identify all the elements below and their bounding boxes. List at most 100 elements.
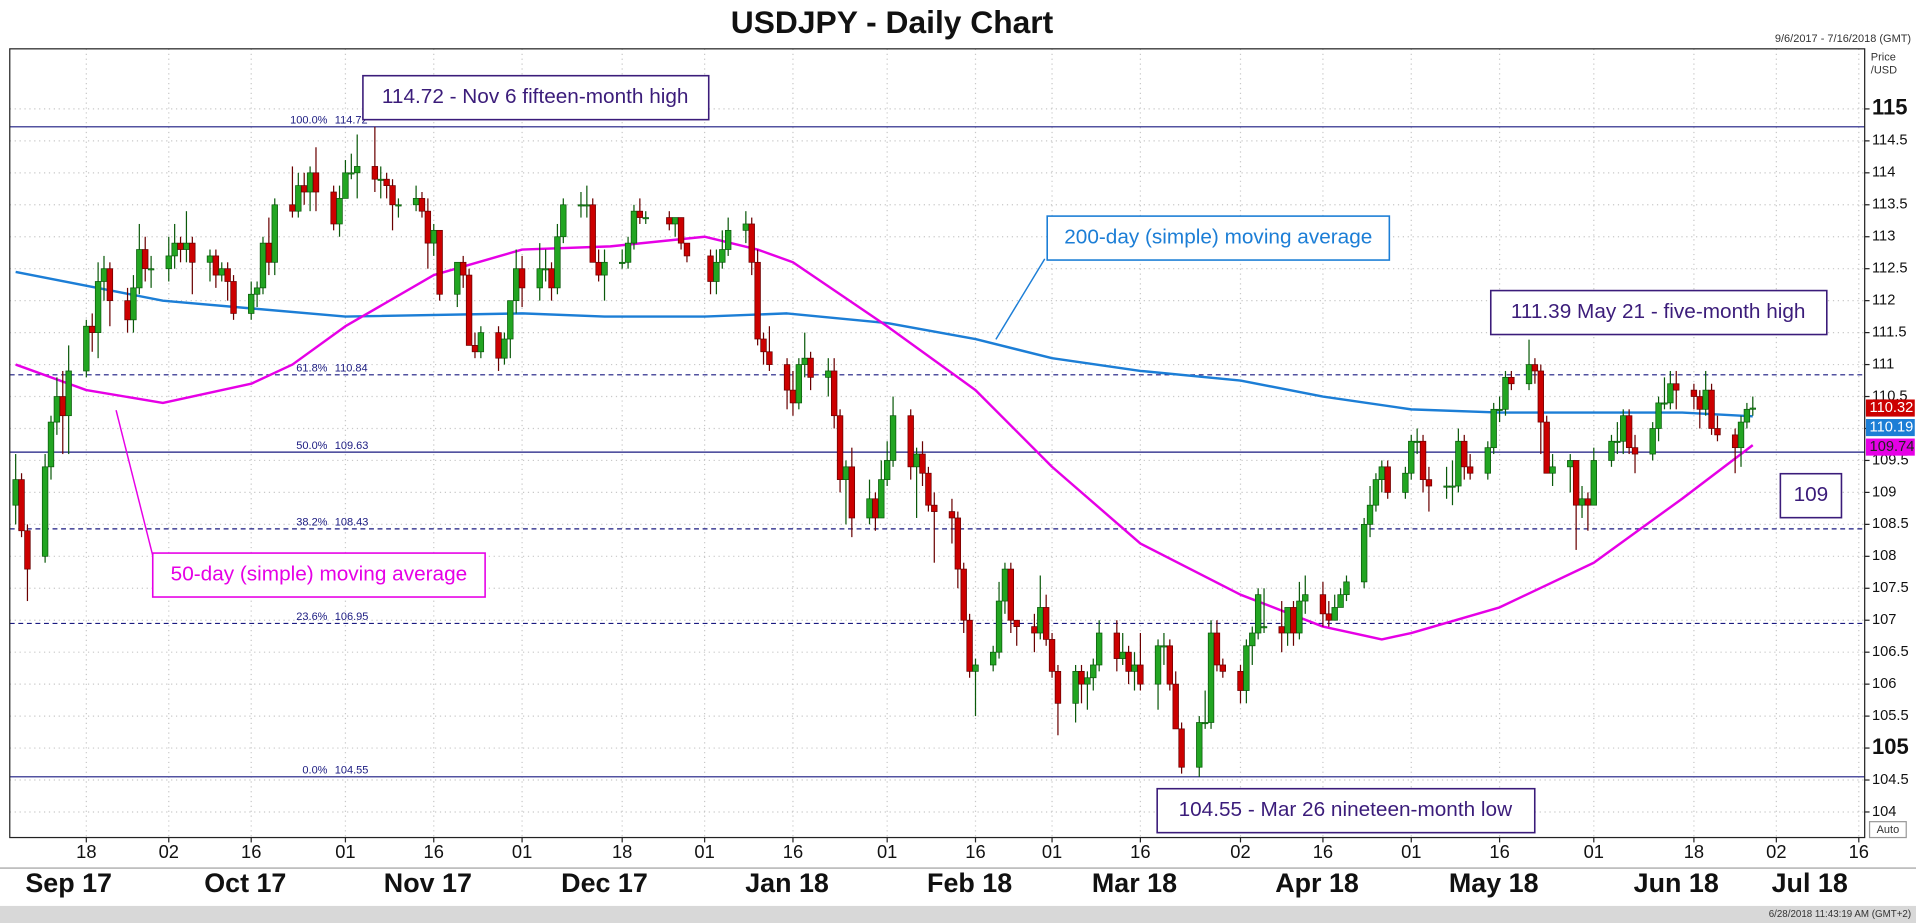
candle-body [1578,498,1586,506]
candle-body [1614,440,1621,443]
candle-body [589,204,596,263]
x-tick-label: 18 [612,841,632,862]
candle-body [342,172,349,199]
candle-body [189,242,196,263]
annotation-box [1156,787,1536,834]
y-tick-label: 113 [1872,229,1895,245]
candle-body [1384,466,1391,493]
candle-body [1302,594,1309,602]
candle-body [24,530,31,570]
status-bar [0,905,1916,923]
annotation-box [151,552,486,598]
moving-averages [15,235,1754,641]
candle-body [919,453,926,474]
candle-body [1078,670,1085,685]
candle-body [619,261,626,264]
candle-body [147,268,155,271]
annotation: 114.72 - Nov 6 fifteen-month high [382,85,689,108]
candle-body [1154,645,1162,685]
price-tag-label: 110.32 [1870,400,1914,416]
annotation: 200-day (simple) moving average [1064,226,1372,249]
candle-body [165,255,172,270]
annotation: 104.55 - Mar 26 nineteen-month low [1179,798,1514,821]
callout-line [115,410,154,556]
candle-body [177,242,184,250]
candle-body [1567,460,1574,468]
candle-body [1290,607,1297,634]
y-tick-label: 112 [1872,293,1895,309]
y-tick-label: 112.5 [1872,261,1908,277]
candle-body [1708,389,1715,429]
candle-body [377,178,384,181]
candle-body [1466,466,1474,474]
auto-label[interactable]: Auto [1877,824,1900,836]
candle-body [1119,651,1126,659]
candle-body [1661,402,1668,405]
candle-body [1655,402,1662,429]
candle-body [630,210,638,244]
candle-body [1360,523,1368,583]
candle-body [1113,632,1121,659]
month-label: Jul 18 [1772,868,1848,898]
candle-body [1419,440,1427,480]
candle-body [83,325,90,372]
candle-body [925,472,932,506]
candle-body [212,255,220,276]
candle-body [1343,581,1350,596]
candle-body [136,249,143,289]
candle-body [1702,389,1709,410]
x-tick-label: 16 [1489,841,1509,862]
fib-label: 0.0% [302,765,327,777]
candle-body [354,166,361,174]
month-label: May 18 [1449,868,1539,898]
candle-body [713,261,720,282]
y-tick-label: 107.5 [1872,580,1909,596]
candle-body [931,504,938,512]
candle-body [1278,626,1285,634]
annotation: 50-day (simple) moving average [171,563,468,586]
candle-body [1649,428,1656,455]
candle-body [1631,447,1639,455]
fib-label: 61.8% [296,363,327,375]
month-label: Dec 17 [561,868,648,898]
candle-body [1531,364,1539,372]
candle-body [1749,407,1756,410]
candle-body [1084,677,1091,685]
candle-body [1425,479,1433,487]
candle-body [301,185,308,193]
candle-body [907,415,914,468]
candle-body [495,332,502,359]
moving-average-line [15,235,1754,641]
annotation-box [1489,289,1828,336]
y-tick-label: 105 [1872,734,1909,759]
candle-body [719,249,726,263]
candle-body [1254,594,1262,634]
month-label: Feb 18 [927,868,1012,898]
candle-body [306,172,314,193]
auto-button[interactable] [1868,821,1907,839]
candle-body [1207,632,1215,723]
candle-body [1219,664,1227,672]
y-tick-label: 108 [1872,548,1896,564]
candle-body [1443,485,1450,488]
candle-body [424,210,432,244]
candle-body [595,261,602,276]
candle-body [1714,428,1721,436]
candle-body [1549,466,1556,474]
candle-body [836,415,844,480]
candle-body [624,242,632,263]
candle-body [348,172,355,175]
candle-body [989,651,997,666]
candle-body [1366,504,1374,525]
candle-body [501,338,508,359]
candle-body [807,357,814,378]
axis-label: /USD [1871,65,1897,77]
annotation-box [1779,472,1843,519]
candle-body [766,351,773,365]
candle-body [271,204,278,263]
month-label: Apr 18 [1275,868,1359,898]
candle-body [130,287,137,321]
candle-body [1537,370,1544,423]
candle-body [1131,664,1138,672]
candle-body [1608,440,1615,461]
